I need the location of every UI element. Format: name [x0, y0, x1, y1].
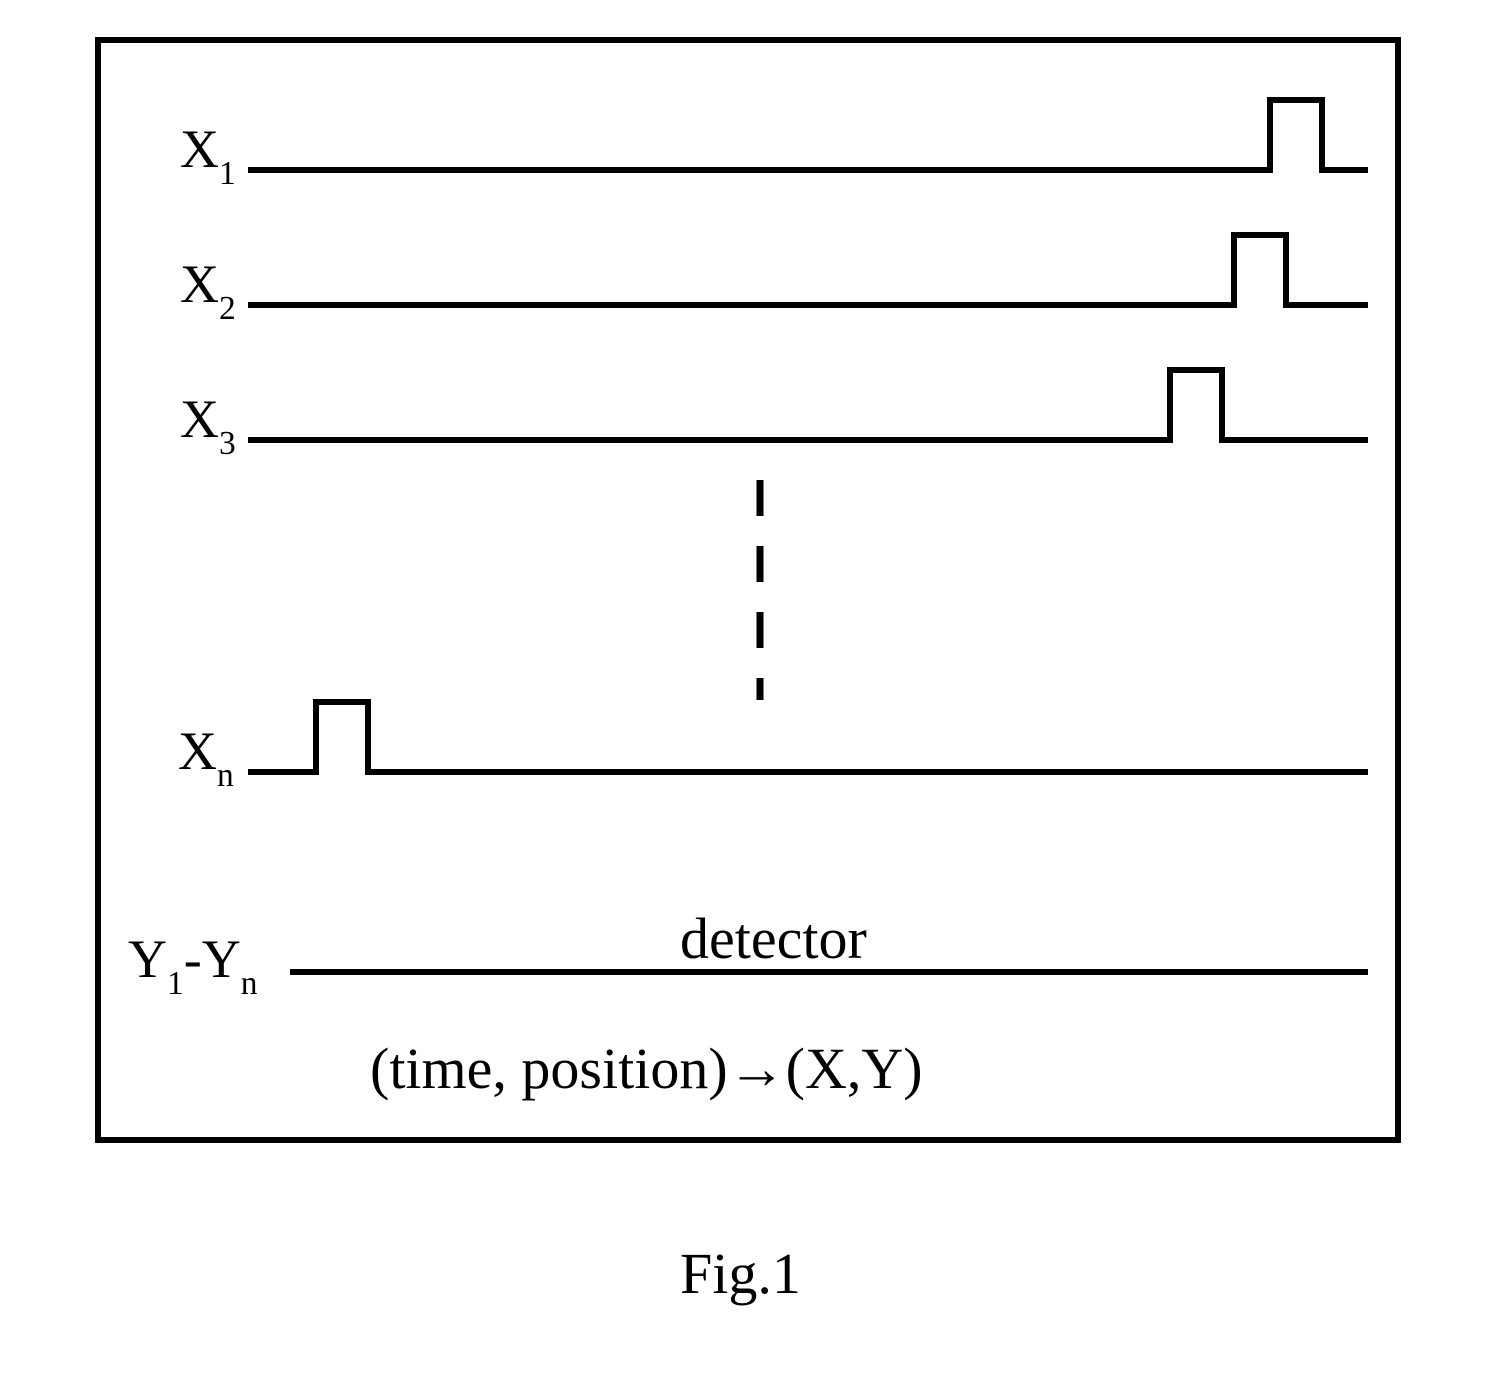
- trace-x3: [248, 370, 1368, 440]
- label-x1: X1: [180, 118, 236, 188]
- trace-x1: [248, 100, 1368, 170]
- label-y1-yn: Y1-Yn: [128, 928, 257, 998]
- mapping-text: (time, position)→(X,Y): [370, 1035, 923, 1102]
- label-x2: X2: [180, 253, 236, 323]
- trace-x2: [248, 235, 1368, 305]
- figure-caption: Fig.1: [680, 1240, 801, 1307]
- diagram-canvas: X1 X2 X3 Xn Y1-Yn detector (time, positi…: [0, 0, 1491, 1378]
- label-xn: Xn: [178, 720, 234, 790]
- trace-xn: [248, 702, 1368, 772]
- detector-label: detector: [680, 905, 867, 972]
- svg-root: [0, 0, 1491, 1378]
- label-x3: X3: [180, 388, 236, 458]
